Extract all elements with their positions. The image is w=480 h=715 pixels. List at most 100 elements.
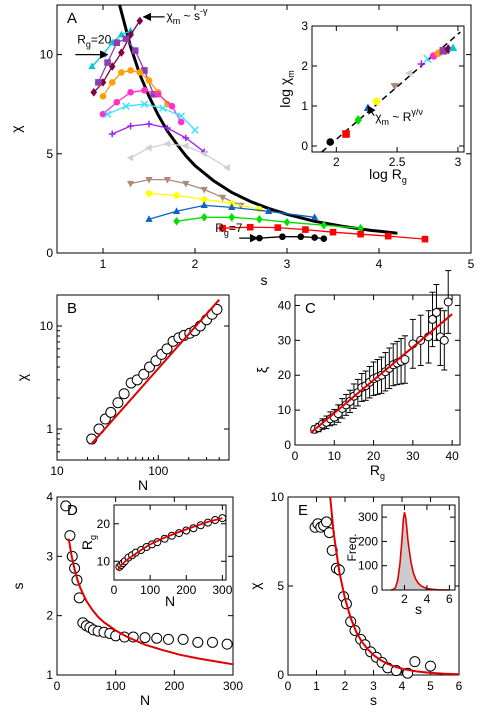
- series-11: [173, 212, 364, 233]
- x-tick-label: 0: [285, 679, 292, 693]
- series-marker: [127, 122, 134, 130]
- x-tick-label: 2: [192, 257, 199, 271]
- series-marker: [108, 130, 116, 138]
- y-tick-label: 5: [277, 579, 284, 593]
- series-marker: [264, 207, 273, 214]
- series-2: [95, 35, 157, 98]
- text-part: R: [79, 540, 95, 550]
- inset-marker: [444, 44, 452, 55]
- x-tick-label: 300: [223, 679, 243, 693]
- panel-label: B: [67, 300, 77, 317]
- y-axis-label: ξ: [254, 367, 270, 373]
- y-tick-label: 10: [40, 319, 54, 333]
- annotation-arrow: [367, 105, 376, 116]
- series-marker: [182, 134, 190, 142]
- series-marker: [88, 62, 96, 70]
- text-part: =20: [91, 33, 112, 47]
- inset-bg: [312, 26, 464, 152]
- y-tick-label: 10: [271, 490, 285, 504]
- y-tick-label: 1: [301, 99, 308, 113]
- y-axis-label: s: [10, 583, 26, 590]
- x-tick-label: 100: [140, 583, 160, 597]
- series-marker: [320, 220, 328, 230]
- y-tick-label: 10: [278, 403, 292, 417]
- annotation-label: Rg=20: [77, 33, 111, 50]
- text-part: g: [380, 471, 385, 481]
- series-marker: [421, 235, 429, 243]
- series-marker: [122, 102, 130, 111]
- series-marker: [95, 79, 102, 86]
- text-part: g: [88, 535, 98, 540]
- series-marker: [131, 47, 139, 54]
- text-part: ~ s: [180, 9, 200, 23]
- x-axis-label: s: [261, 272, 268, 288]
- text-part: ~ R: [389, 110, 412, 124]
- series-line: [130, 143, 228, 169]
- y-tick-label: 3: [46, 549, 53, 563]
- plot-frame: [113, 504, 227, 581]
- series-marker: [126, 180, 135, 188]
- series-7: [126, 140, 230, 172]
- inset-marker: [417, 60, 426, 68]
- series-marker: [140, 100, 149, 109]
- text-part: χ: [14, 373, 30, 381]
- series-marker: [256, 214, 263, 224]
- data-point: [409, 656, 421, 668]
- series-marker: [145, 215, 153, 222]
- x-tick-label: 2.5: [389, 155, 406, 169]
- data-point: [443, 297, 453, 307]
- y-tick-label: 1: [46, 422, 53, 436]
- text-part: -γ: [200, 6, 208, 16]
- series-marker: [357, 230, 364, 238]
- data-point: [206, 636, 218, 648]
- fit-line: [90, 299, 220, 445]
- series-3: [99, 67, 171, 108]
- text-part: m: [382, 117, 390, 127]
- series-marker: [172, 207, 181, 214]
- y-tick-label: 10: [40, 48, 54, 62]
- x-axis-label: N: [138, 477, 148, 493]
- y-tick-label: 200: [358, 534, 378, 548]
- y-tick-label: 2: [46, 609, 53, 623]
- data-point: [400, 355, 410, 365]
- series-marker: [200, 212, 208, 222]
- x-tick-label: 3: [455, 155, 462, 169]
- plot-frame: [381, 504, 456, 591]
- series-marker: [297, 233, 305, 241]
- inset-x-label: s: [415, 601, 422, 617]
- inset-marker: [390, 82, 399, 91]
- x-tick-label: 4: [399, 679, 406, 693]
- fit-curve: [118, 4, 398, 235]
- series-marker: [136, 69, 144, 76]
- series-marker: [127, 30, 134, 40]
- fit-curve: [67, 538, 234, 666]
- inset-y-label: Freq.: [345, 533, 359, 561]
- text-part: g: [224, 228, 229, 238]
- fit-line: [310, 313, 453, 434]
- x-tick-label: 6: [446, 592, 453, 606]
- data-point: [60, 500, 72, 512]
- x-axis-label: s: [370, 692, 377, 708]
- series-marker: [329, 228, 337, 236]
- text-part: R: [215, 221, 224, 235]
- inset-x-label: log Rg: [369, 166, 407, 185]
- text-part: s: [10, 583, 26, 590]
- series-marker: [182, 180, 190, 188]
- series-marker: [256, 206, 263, 213]
- data-point: [439, 335, 449, 345]
- series-line: [111, 123, 205, 153]
- inset-e: 2 4 6 0 100 200 300 s Freq.: [345, 504, 456, 617]
- series-marker: [90, 88, 98, 97]
- series-marker: [126, 154, 134, 162]
- x-tick-label: 30: [406, 449, 420, 463]
- series-marker: [103, 110, 112, 118]
- panel-b: 10 100 1 10 B Nχ: [14, 294, 230, 493]
- series-marker: [311, 234, 318, 241]
- x-tick-label: 300: [212, 583, 232, 597]
- series-line: [148, 204, 315, 220]
- series-marker: [154, 90, 162, 98]
- text-part: s: [370, 692, 377, 708]
- x-tick-label: 1: [313, 679, 320, 693]
- data-point: [192, 636, 204, 648]
